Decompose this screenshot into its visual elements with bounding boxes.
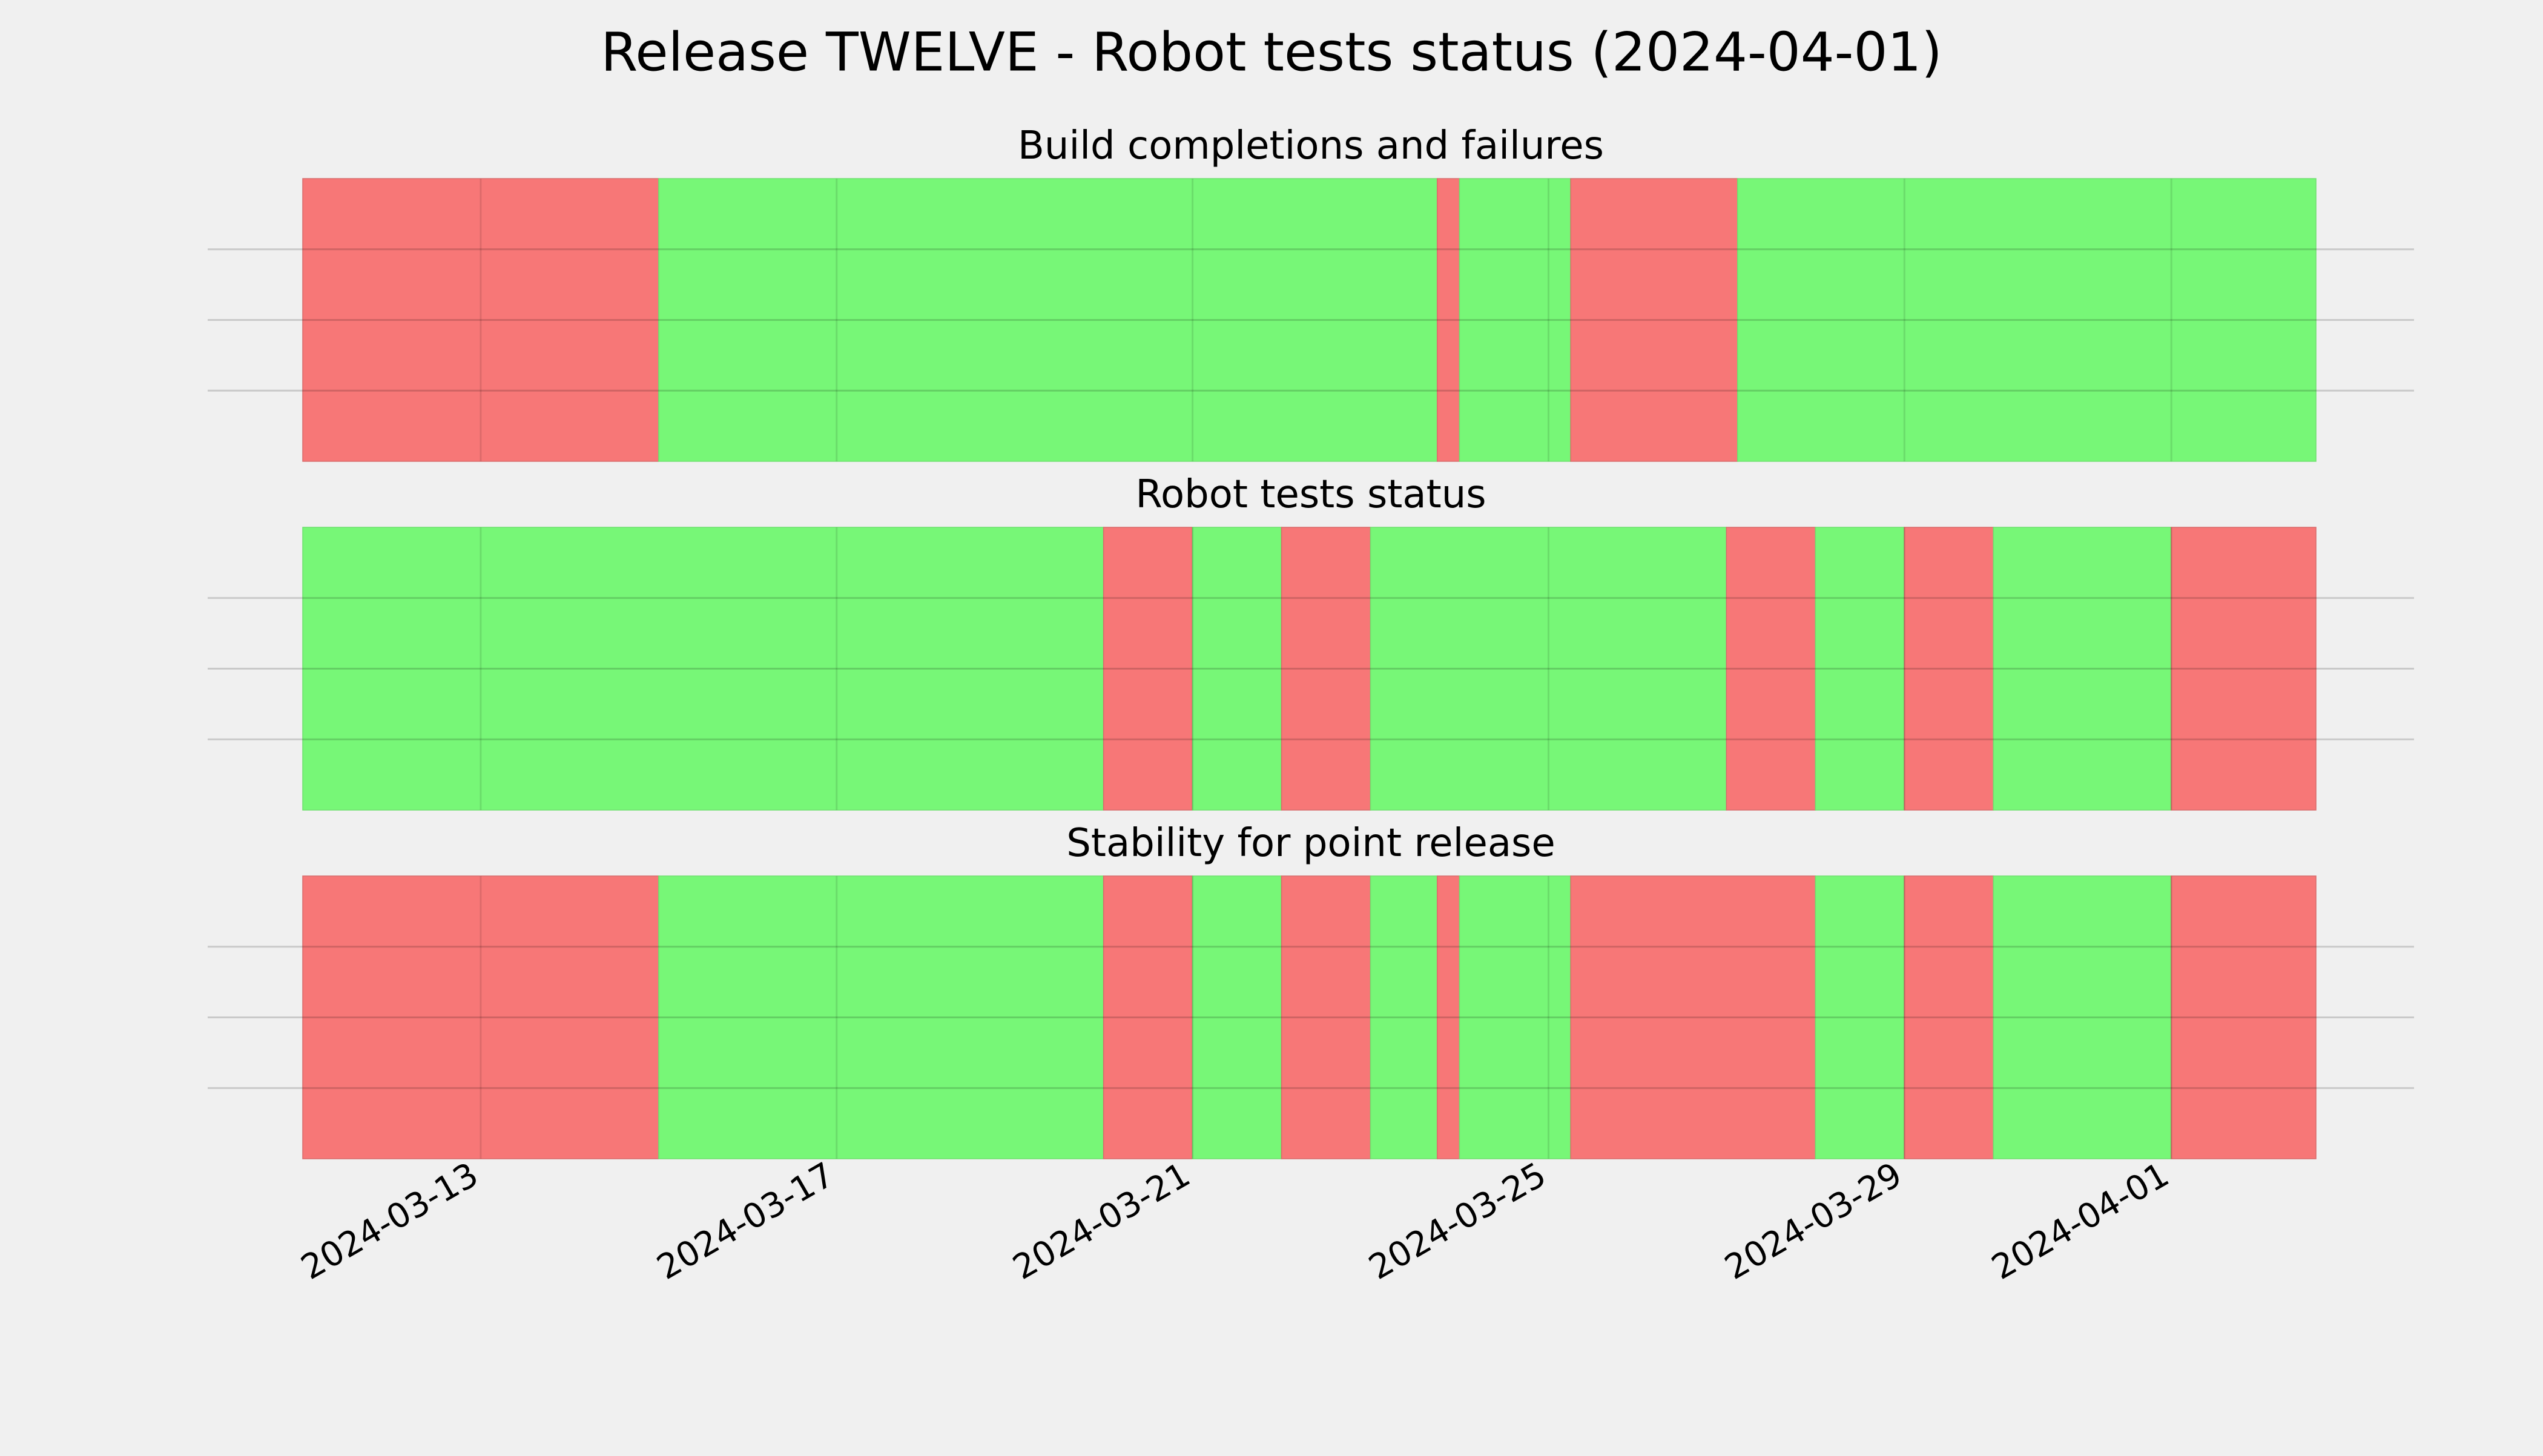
status-segment-pass xyxy=(1459,875,1571,1159)
status-segment-fail xyxy=(1570,178,1738,462)
status-segment-pass xyxy=(1737,178,2317,462)
status-segment-pass xyxy=(1370,527,1727,811)
subplot-title: Robot tests status xyxy=(1135,472,1486,517)
status-segment-pass xyxy=(302,527,1104,811)
subplot-title: Stability for point release xyxy=(1066,821,1555,866)
status-segment-pass xyxy=(1815,527,1905,811)
status-segment-fail xyxy=(302,875,659,1159)
status-segment-pass xyxy=(1815,875,1905,1159)
subplot-2: Robot tests status xyxy=(208,472,2414,811)
subplot-3: Stability for point release xyxy=(208,821,2414,1159)
status-segment-pass xyxy=(658,178,1438,462)
status-segment-pass xyxy=(1192,527,1282,811)
status-segment-pass xyxy=(1370,875,1438,1159)
status-segment-fail xyxy=(1904,527,1994,811)
status-segment-fail xyxy=(1437,875,1460,1159)
status-segment-fail xyxy=(1904,875,1994,1159)
status-segment-fail xyxy=(1570,875,1816,1159)
subplot-title: Build completions and failures xyxy=(1018,124,1604,168)
subplots: Build completions and failures Robot test… xyxy=(208,124,2414,1159)
status-segment-fail xyxy=(2171,527,2317,811)
status-segment-fail xyxy=(1281,875,1371,1159)
subplot-1: Build completions and failures xyxy=(208,124,2414,462)
status-segment-fail xyxy=(1726,527,1816,811)
chart-title: Release TWELVE - Robot tests status (202… xyxy=(601,21,1942,84)
status-segment-fail xyxy=(1281,527,1371,811)
status-segment-fail xyxy=(1103,527,1193,811)
status-segment-fail xyxy=(1103,875,1193,1159)
status-segment-pass xyxy=(1993,527,2172,811)
status-segment-fail xyxy=(2171,875,2317,1159)
status-segment-fail xyxy=(302,178,659,462)
status-segment-pass xyxy=(658,875,1104,1159)
status-segment-pass xyxy=(1459,178,1571,462)
status-segment-pass xyxy=(1993,875,2172,1159)
status-segment-pass xyxy=(1192,875,1282,1159)
